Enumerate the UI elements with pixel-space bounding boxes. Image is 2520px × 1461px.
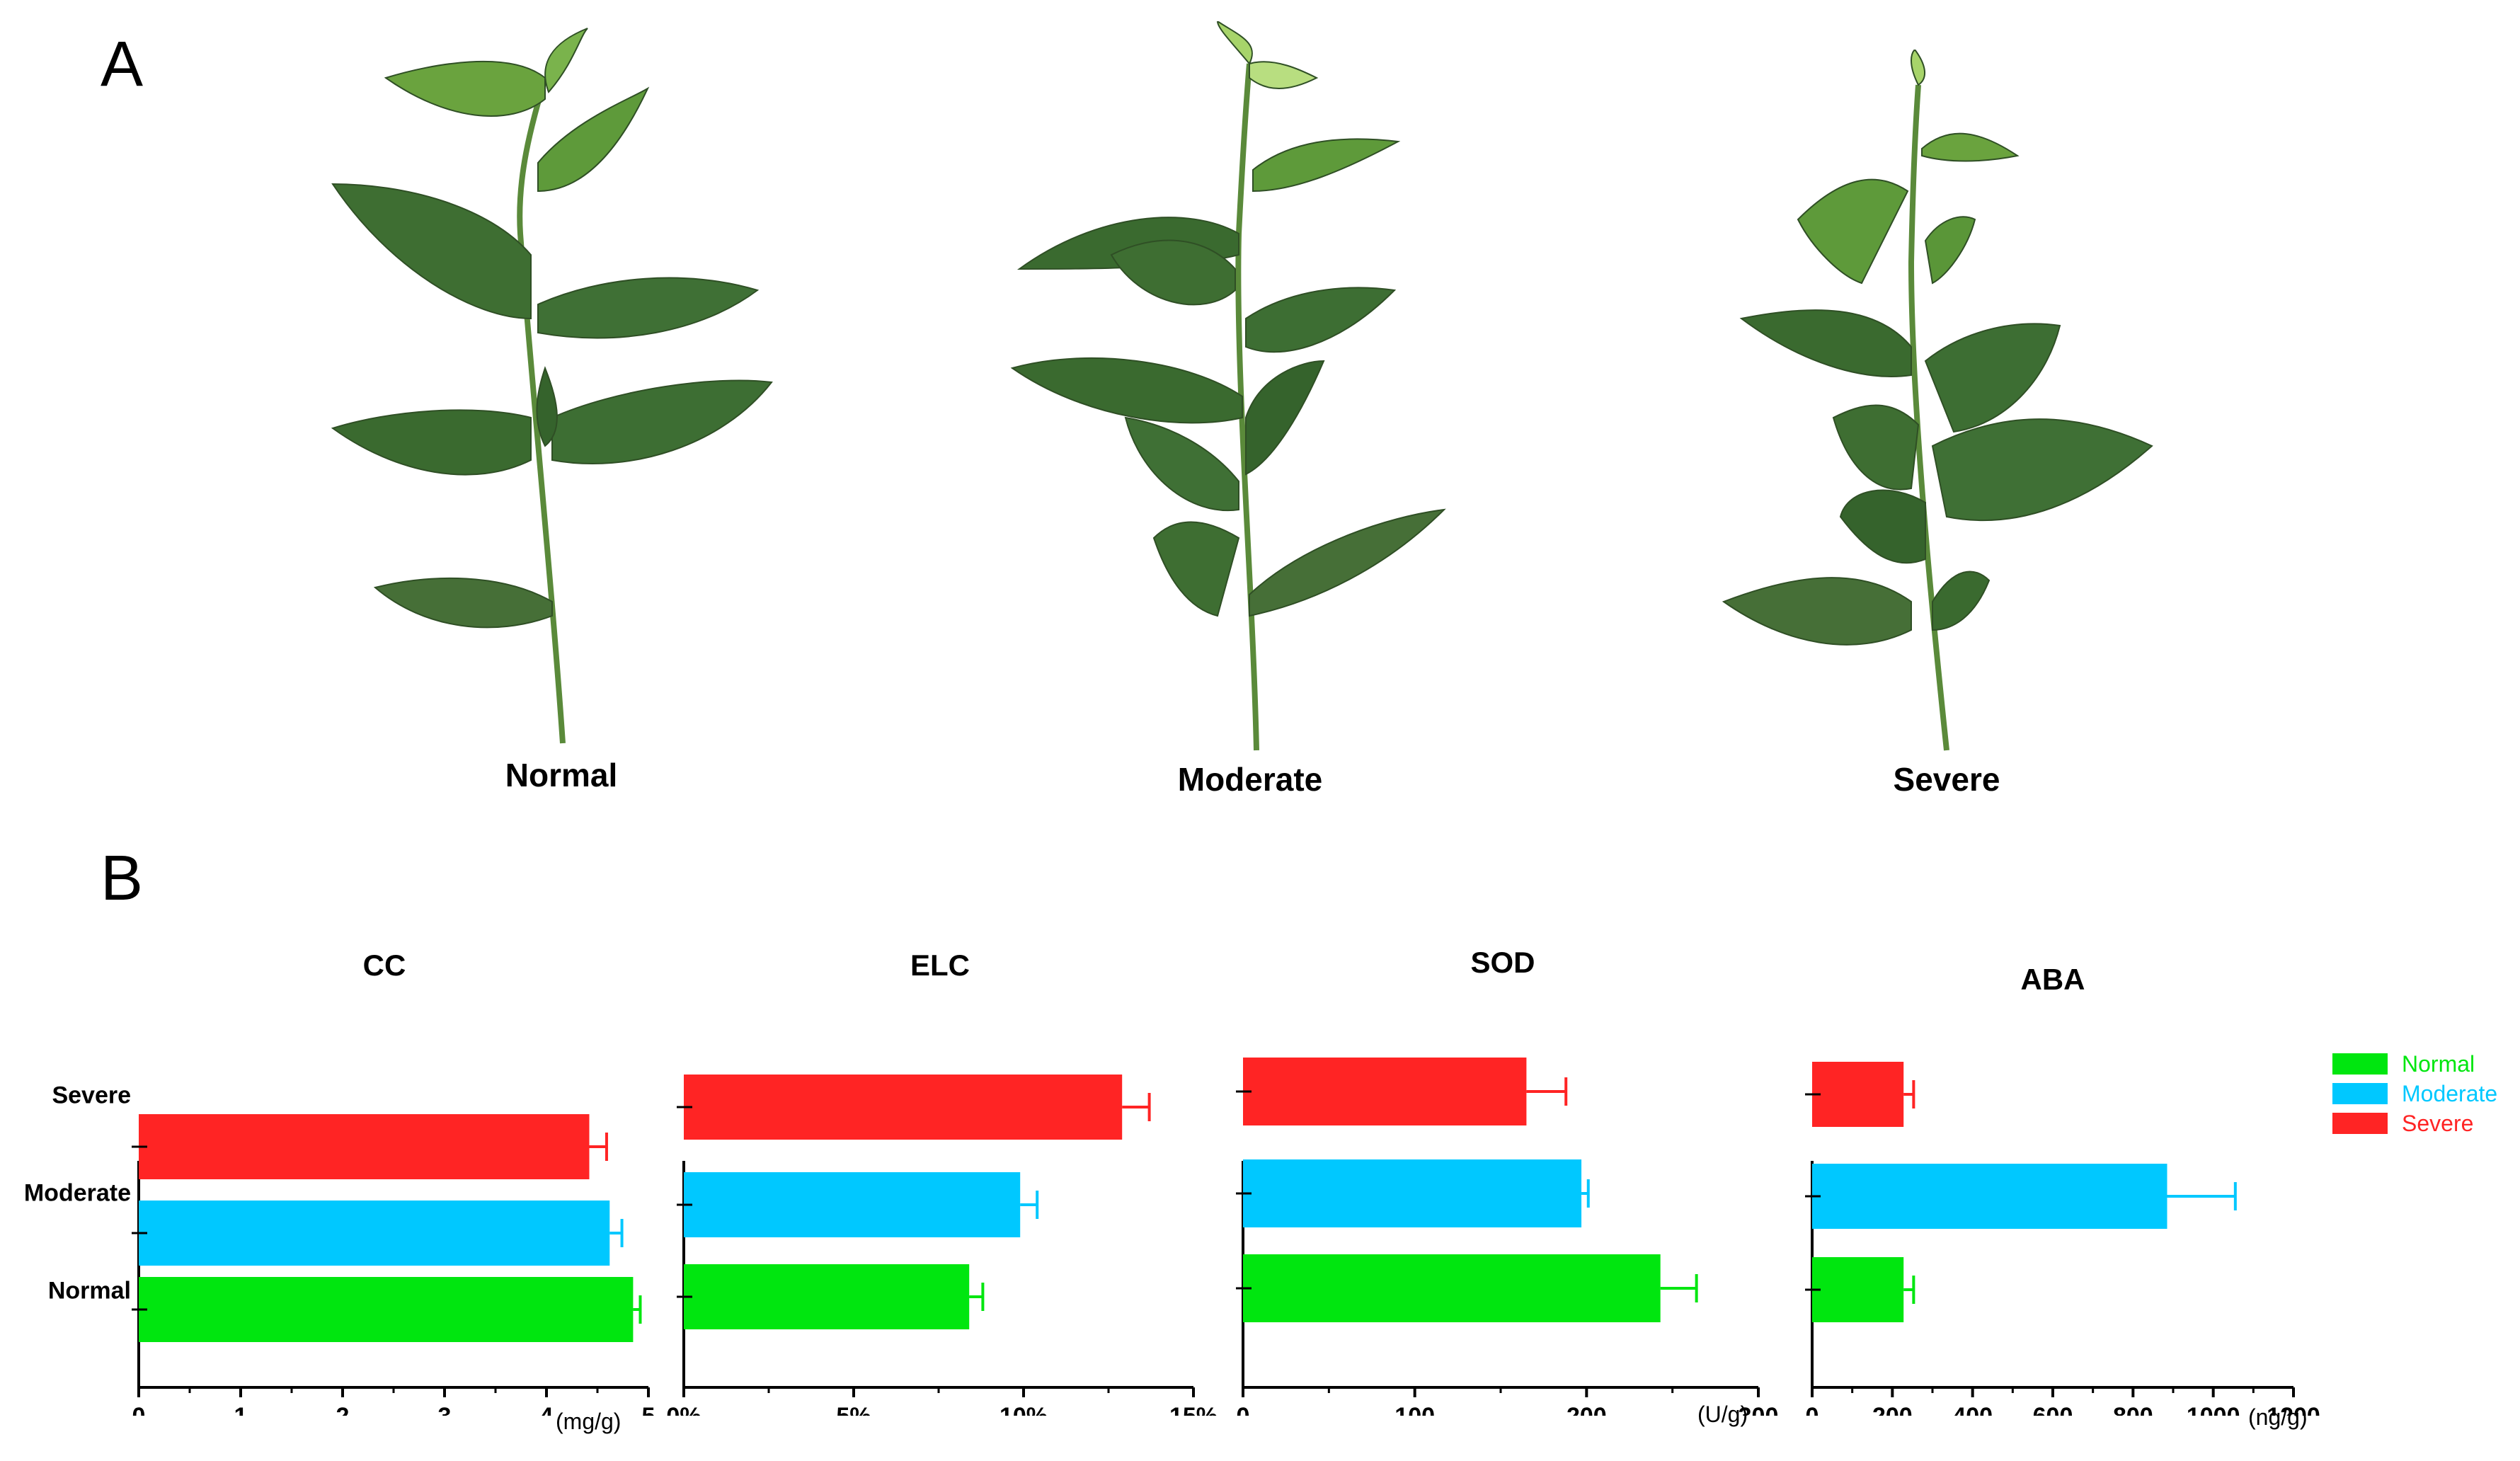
legend: Normal Moderate Severe — [2332, 1049, 2497, 1138]
x-tick-label: 1 — [234, 1403, 248, 1416]
plant-label-severe: Severe — [1893, 761, 2000, 798]
chart-aba-title: ABA — [2020, 963, 2085, 996]
x-tick-label: 200 — [1872, 1403, 1913, 1416]
panel-b-letter: B — [101, 843, 144, 914]
chart-cc-title: CC — [362, 949, 406, 982]
x-tick-label: 5 — [642, 1403, 655, 1416]
legend-label-moderate: Moderate — [2402, 1080, 2498, 1106]
x-tick-label: 1000 — [2187, 1403, 2240, 1416]
category-label-severe: Severe — [52, 1082, 131, 1109]
legend-swatch-severe — [2332, 1113, 2388, 1134]
plant-label-moderate: Moderate — [1177, 761, 1323, 798]
bar-severe — [1812, 1062, 1904, 1127]
normal-plant-image — [331, 28, 773, 744]
chart-sod-unit: (U/g) — [1697, 1402, 1748, 1427]
legend-item-normal: Normal — [2332, 1049, 2497, 1079]
chart-aba: 0 200 400 600 800 1000 1200 — [1805, 1062, 2320, 1416]
legend-label-normal: Normal — [2402, 1050, 2475, 1077]
x-tick-label: 0% — [666, 1403, 701, 1416]
x-tick-label: 3 — [438, 1403, 452, 1416]
chart-elc-title: ELC — [910, 949, 970, 982]
bar-severe — [1243, 1058, 1527, 1125]
x-tick-label: 100 — [1394, 1403, 1435, 1416]
chart-sod: 0 100 200 300 — [1236, 1058, 1779, 1416]
x-tick-label: 200 — [1567, 1403, 1607, 1416]
bar-normal — [139, 1277, 634, 1342]
x-tick-label: 800 — [2113, 1403, 2153, 1416]
bar-moderate — [684, 1172, 1021, 1237]
x-tick-label: 5% — [836, 1403, 871, 1416]
x-tick-label: 400 — [1952, 1403, 1993, 1416]
bar-severe — [684, 1075, 1123, 1140]
legend-item-severe: Severe — [2332, 1108, 2497, 1138]
chart-cc-unit: (mg/g) — [556, 1409, 622, 1434]
legend-item-moderate: Moderate — [2332, 1079, 2497, 1108]
x-tick-label: 0 — [132, 1403, 146, 1416]
chart-aba-unit: (ng/g) — [2248, 1404, 2308, 1430]
legend-swatch-moderate — [2332, 1083, 2388, 1104]
bar-normal — [1243, 1254, 1661, 1322]
moderate-plant-image — [1010, 21, 1446, 751]
x-tick-label: 300 — [1739, 1403, 1779, 1416]
x-tick-label: 10% — [1000, 1403, 1048, 1416]
chart-sod-title: SOD — [1470, 946, 1535, 979]
legend-label-severe: Severe — [2402, 1110, 2474, 1136]
bar-moderate — [139, 1201, 610, 1266]
chart-elc: 0% 5% 10% 15% — [666, 1075, 1218, 1416]
x-tick-label: 1200 — [2267, 1403, 2320, 1416]
x-tick-label: 4 — [540, 1403, 554, 1416]
plant-label-normal: Normal — [505, 757, 618, 793]
category-label-moderate: Moderate — [23, 1179, 131, 1207]
legend-swatch-normal — [2332, 1053, 2388, 1075]
x-tick-label: 2 — [336, 1403, 350, 1416]
x-tick-label: 0 — [1237, 1403, 1250, 1416]
x-tick-label: 15% — [1169, 1403, 1218, 1416]
bar-normal — [684, 1264, 970, 1329]
bar-normal — [1812, 1257, 1904, 1322]
chart-cc: 0 1 2 3 4 5 — [132, 1114, 655, 1416]
bar-moderate — [1243, 1159, 1582, 1227]
severe-plant-image — [1722, 50, 2153, 751]
panel-a-letter: A — [101, 29, 144, 100]
category-label-normal: Normal — [47, 1277, 131, 1305]
bar-moderate — [1812, 1164, 2167, 1229]
x-tick-label: 0 — [1806, 1403, 1819, 1416]
bar-severe — [139, 1114, 590, 1179]
x-tick-label: 600 — [2033, 1403, 2073, 1416]
